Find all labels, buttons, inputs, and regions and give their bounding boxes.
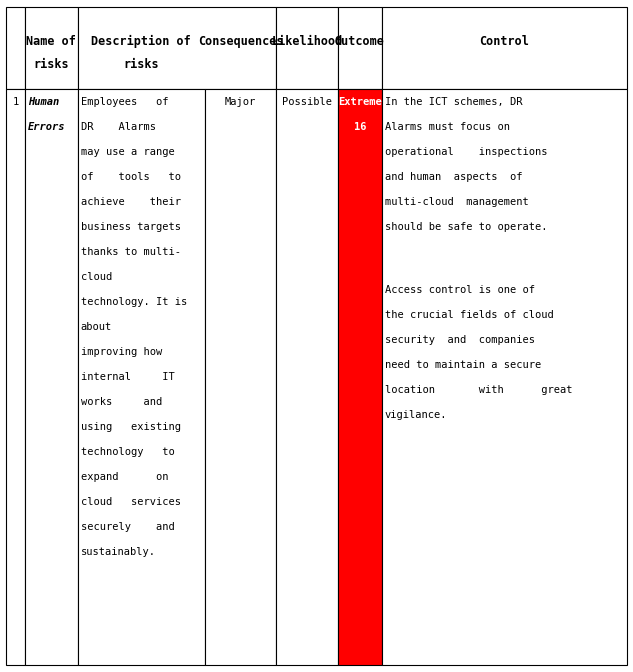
Text: Outcome: Outcome	[335, 35, 385, 48]
Bar	[6, 89, 25, 665]
Text: Extreme: Extreme	[338, 97, 382, 107]
Text: and human  aspects  of: and human aspects of	[385, 172, 522, 182]
Text: using   existing: using existing	[81, 422, 181, 432]
Text: improving how: improving how	[81, 347, 162, 358]
Text: sustainably.: sustainably.	[81, 548, 156, 557]
Text: internal     IT: internal IT	[81, 372, 175, 382]
Bar	[25, 89, 78, 665]
Bar	[6, 7, 25, 89]
Text: technology. It is: technology. It is	[81, 297, 187, 307]
Text: Major: Major	[225, 97, 256, 107]
Text: achieve    their: achieve their	[81, 197, 181, 207]
Text: Name of: Name of	[27, 35, 76, 48]
Text: Consequences: Consequences	[197, 35, 283, 48]
Text: In the ICT schemes, DR: In the ICT schemes, DR	[385, 97, 522, 107]
Text: 16: 16	[354, 122, 366, 132]
Text: should be safe to operate.: should be safe to operate.	[385, 222, 548, 232]
Bar	[276, 7, 338, 89]
Text: about: about	[81, 322, 112, 332]
Text: vigilance.: vigilance.	[385, 410, 448, 420]
Bar	[338, 7, 382, 89]
Bar	[382, 7, 627, 89]
Bar	[78, 89, 205, 665]
Text: Employees   of: Employees of	[81, 97, 168, 107]
Text: Control: Control	[479, 35, 529, 48]
Text: may use a range: may use a range	[81, 147, 175, 157]
Text: Errors: Errors	[28, 122, 66, 132]
Text: Possible: Possible	[282, 97, 332, 107]
Text: of    tools   to: of tools to	[81, 172, 181, 182]
Text: multi-cloud  management: multi-cloud management	[385, 197, 529, 207]
Bar	[382, 89, 627, 665]
Bar	[25, 7, 78, 89]
Text: technology   to: technology to	[81, 448, 175, 458]
Text: 1: 1	[13, 97, 19, 107]
Text: security  and  companies: security and companies	[385, 335, 535, 345]
Text: Description of: Description of	[91, 35, 191, 48]
Text: Access control is one of: Access control is one of	[385, 285, 535, 294]
Text: risks: risks	[123, 58, 159, 71]
Text: location       with      great: location with great	[385, 385, 572, 394]
Bar	[338, 89, 382, 665]
Text: Human: Human	[28, 97, 60, 107]
Text: Likelihood: Likelihood	[272, 35, 343, 48]
Text: the crucial fields of cloud: the crucial fields of cloud	[385, 310, 553, 320]
Text: cloud   services: cloud services	[81, 497, 181, 507]
Bar	[78, 7, 276, 89]
Bar	[276, 89, 338, 665]
Text: DR    Alarms: DR Alarms	[81, 122, 156, 132]
Bar	[205, 89, 276, 665]
Text: business targets: business targets	[81, 222, 181, 232]
Text: cloud: cloud	[81, 272, 112, 282]
Text: securely    and: securely and	[81, 522, 175, 532]
Text: Alarms must focus on: Alarms must focus on	[385, 122, 510, 132]
Text: need to maintain a secure: need to maintain a secure	[385, 360, 541, 370]
Text: operational    inspections: operational inspections	[385, 147, 548, 157]
Text: works     and: works and	[81, 397, 162, 407]
Text: expand      on: expand on	[81, 472, 168, 482]
Text: risks: risks	[34, 58, 69, 71]
Text: thanks to multi-: thanks to multi-	[81, 247, 181, 257]
